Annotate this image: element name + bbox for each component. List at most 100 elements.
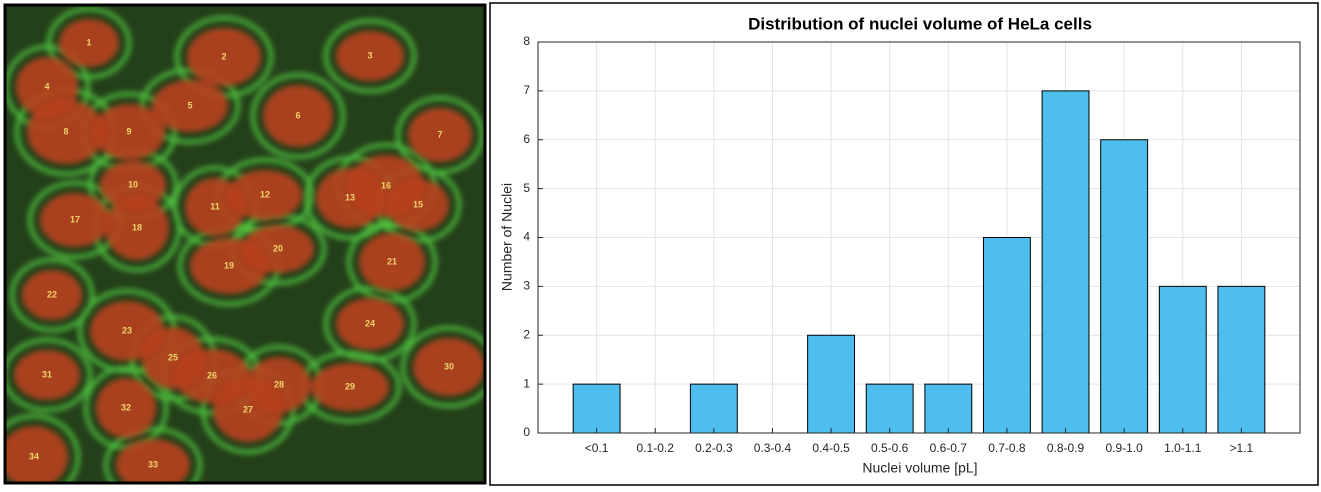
- x-tick-label: 0.3-0.4: [754, 441, 792, 455]
- nucleus-label: 1: [86, 37, 91, 47]
- cell-membrane: [396, 96, 484, 174]
- x-tick-label: 0.9-1.0: [1105, 441, 1143, 455]
- nucleus: [100, 161, 166, 209]
- x-tick-label: 0.8-0.9: [1047, 441, 1085, 455]
- y-axis-label: Number of Nuclei: [499, 183, 515, 291]
- nucleus: [413, 338, 484, 396]
- bar: [1158, 285, 1207, 434]
- y-tick-label: 2: [523, 327, 530, 341]
- y-tick-label: 0: [523, 425, 530, 439]
- bar: [924, 383, 973, 434]
- nucleus: [116, 439, 190, 482]
- nucleus: [408, 108, 472, 162]
- bar: [1100, 139, 1149, 434]
- nucleus: [22, 270, 82, 320]
- nucleus-label: 31: [42, 369, 52, 379]
- x-tick-label: 0.2-0.3: [695, 441, 733, 455]
- x-tick-label: 0.5-0.6: [871, 441, 909, 455]
- y-tick-label: 7: [523, 83, 530, 97]
- x-tick-label: 0.6-0.7: [930, 441, 968, 455]
- nucleus: [59, 19, 119, 67]
- nucleus-label: 16: [381, 180, 391, 190]
- nucleus-label: 28: [274, 379, 284, 389]
- nucleus: [311, 363, 389, 411]
- nucleus-label: 19: [224, 260, 234, 270]
- y-tick-label: 3: [523, 279, 530, 293]
- nucleus-label: 5: [187, 100, 192, 110]
- x-tick-label: 0.7-0.8: [988, 441, 1026, 455]
- nucleus-label: 22: [47, 289, 57, 299]
- cell-membrane: [10, 258, 94, 332]
- bar: [689, 383, 738, 434]
- nucleus: [247, 357, 311, 413]
- nucleus-label: 11: [210, 201, 220, 211]
- cell-membrane: [251, 73, 345, 159]
- cell-membrane: [347, 221, 437, 303]
- nucleus-label: 3: [367, 50, 372, 60]
- x-tick-label: >1.1: [1230, 441, 1254, 455]
- cell-membrane: [401, 326, 484, 408]
- nucleus-label: 2: [221, 51, 226, 61]
- nucleus-label: 32: [121, 402, 131, 412]
- nucleus-label: 34: [29, 451, 39, 461]
- y-tick-label: 8: [523, 34, 530, 48]
- nucleus: [6, 426, 68, 482]
- nucleus-label: 6: [295, 110, 300, 120]
- y-tick-label: 1: [523, 376, 530, 390]
- x-tick-label: 0.1-0.2: [637, 441, 675, 455]
- nucleus: [242, 225, 314, 273]
- nucleus-label: 4: [44, 81, 49, 91]
- nucleus-label: 12: [260, 189, 270, 199]
- nucleus-label: 27: [243, 404, 253, 414]
- nucleus-label: 10: [128, 179, 138, 189]
- cell-membrane: [47, 7, 131, 79]
- nucleus: [14, 350, 80, 400]
- nucleus-label: 15: [413, 199, 423, 209]
- nucleus-label: 25: [168, 352, 178, 362]
- nucleus-label: 23: [122, 325, 132, 335]
- nucleus-label: 33: [148, 459, 158, 469]
- x-tick-label: 1.0-1.1: [1164, 441, 1202, 455]
- bar: [807, 334, 856, 434]
- cell-membrane: [6, 414, 80, 482]
- nucleus-label: 17: [70, 214, 80, 224]
- nucleus-label: 13: [345, 192, 355, 202]
- x-axis-label: Nuclei volume [pL]: [862, 460, 977, 476]
- nucleus-label: 26: [207, 370, 217, 380]
- nucleus: [359, 233, 425, 291]
- nucleus: [228, 170, 302, 220]
- nucleus-label: 7: [437, 129, 442, 139]
- nucleus-label: 21: [387, 256, 397, 266]
- nucleus: [93, 104, 165, 160]
- nucleus-label: 20: [273, 243, 283, 253]
- y-tick-label: 4: [523, 230, 530, 244]
- nucleus-label: 29: [345, 381, 355, 391]
- nucleus-label: 30: [444, 361, 454, 371]
- plot-border: [537, 41, 1301, 434]
- y-tick-label: 5: [523, 181, 530, 195]
- bar: [1041, 90, 1090, 434]
- nucleus: [263, 85, 333, 147]
- x-tick-label: <0.1: [585, 441, 609, 455]
- cell-membrane: [6, 338, 92, 412]
- bar: [982, 237, 1031, 434]
- nuclei: [6, 19, 484, 482]
- cell-membrane: [104, 427, 202, 482]
- nucleus: [105, 196, 169, 260]
- cell-membrane: [324, 19, 416, 93]
- x-tick-label: 0.4-0.5: [812, 441, 850, 455]
- nucleus: [187, 28, 261, 86]
- nucleus-label: 18: [132, 222, 142, 232]
- nucleus-label: 9: [126, 126, 131, 136]
- nucleus: [152, 80, 228, 132]
- nucleus: [348, 155, 424, 217]
- nucleus: [27, 100, 105, 164]
- nucleus-label: 8: [63, 126, 68, 136]
- chart-title: Distribution of nuclei volume of HeLa ce…: [748, 14, 1092, 33]
- y-tick-label: 6: [523, 132, 530, 146]
- nucleus: [40, 193, 110, 247]
- micrograph-border: [3, 3, 487, 485]
